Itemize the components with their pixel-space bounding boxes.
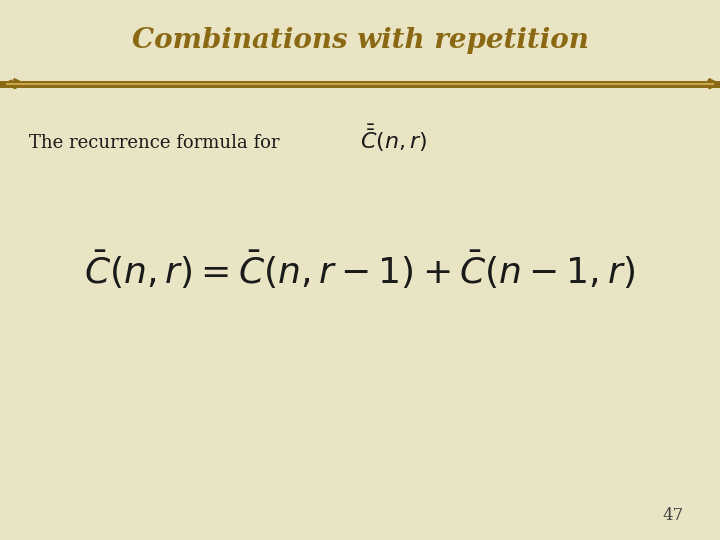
Text: $\bar{C}(n,r)=\bar{C}(n,r-1)+\bar{C}(n-1,r)$: $\bar{C}(n,r)=\bar{C}(n,r-1)+\bar{C}(n-1… [84, 249, 636, 291]
Text: $\bar{\bar{C}}(n,r)$: $\bar{\bar{C}}(n,r)$ [360, 122, 428, 153]
Text: Combinations with repetition: Combinations with repetition [132, 27, 588, 54]
Text: 47: 47 [662, 507, 684, 524]
Text: The recurrence formula for: The recurrence formula for [29, 134, 279, 152]
